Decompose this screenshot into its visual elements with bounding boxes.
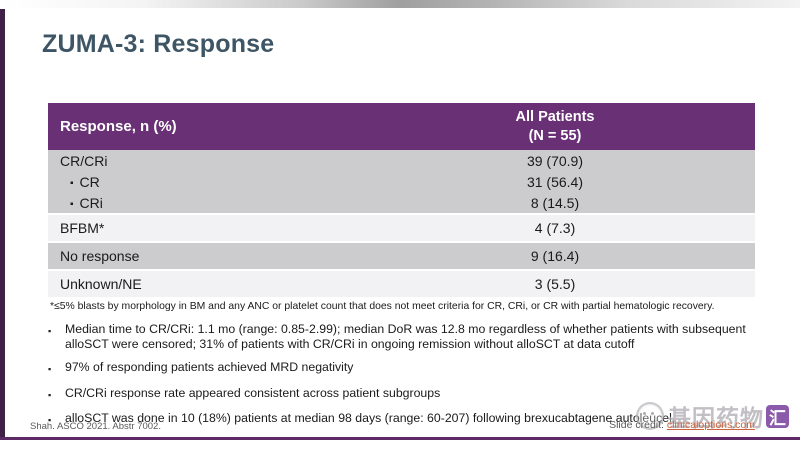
table-footnote: *≤5% blasts by morphology in BM and any …: [50, 301, 715, 312]
list-item: ▪ Median time to CR/CRi: 1.1 mo (range: …: [48, 322, 746, 351]
response-table: Response, n (%) All Patients (N = 55) CR…: [48, 103, 755, 299]
list-item: ▪ alloSCT was done in 10 (18%) patients …: [48, 411, 748, 428]
table-row: BFBM* 4 (7.3): [60, 220, 576, 236]
table-row: CR 31 (56.4): [48, 171, 755, 192]
table-row: CRi 8 (14.5): [48, 192, 755, 213]
table-group-no-response: No response 9 (16.4): [48, 243, 755, 269]
table-header-response: Response, n (%): [60, 118, 177, 135]
table-header-all-patients: All Patients (N = 55): [515, 108, 595, 144]
square-bullet-icon: ▪: [48, 389, 52, 400]
slide-title: ZUMA-3: Response: [42, 30, 275, 58]
bullet-list: ▪ Median time to CR/CRi: 1.1 mo (range: …: [48, 322, 748, 437]
top-gradient-bar: [0, 0, 800, 8]
watermark-badge: 汇: [766, 404, 789, 429]
square-bullet-icon: ▪: [48, 326, 52, 336]
bottom-accent-line: [0, 437, 800, 440]
table-group-bfbm: BFBM* 4 (7.3): [48, 215, 755, 241]
table-header-row: Response, n (%) All Patients (N = 55): [48, 103, 755, 150]
table-row: Unknown/NE 3 (5.5): [60, 276, 576, 292]
clinicaloptions-link[interactable]: clinicaloptions.com: [666, 419, 755, 431]
table-group-crcri: CR/CRi 39 (70.9) CR 31 (56.4) CRi 8 (14.…: [48, 150, 755, 213]
square-bullet-icon: ▪: [48, 364, 52, 374]
slide-credit-label: Slide credit:: [609, 419, 667, 431]
table-row: CR/CRi 39 (70.9): [60, 152, 584, 169]
list-item: ▪ CR/CRi response rate appeared consiste…: [48, 386, 748, 403]
list-item: ▪ 97% of responding patients achieved MR…: [48, 360, 748, 377]
left-accent-bar: [0, 9, 5, 440]
slide-credit: Slide credit: clinicaloptions.com: [609, 419, 755, 431]
table-group-unknown: Unknown/NE 3 (5.5): [48, 271, 755, 297]
table-row: No response 9 (16.4): [60, 248, 580, 264]
reference-citation: Shah. ASCO 2021. Abstr 7002.: [30, 421, 161, 432]
square-bullet-icon: ▪: [48, 415, 52, 425]
